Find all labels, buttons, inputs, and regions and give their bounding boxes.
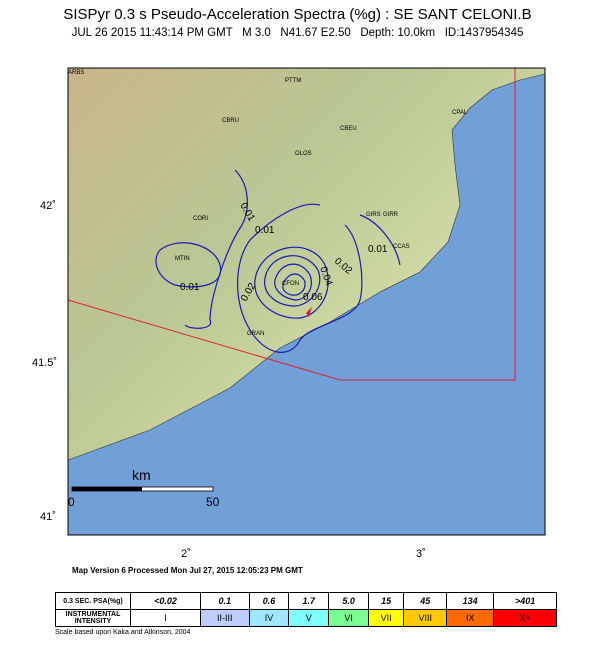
legend-cell: I (129, 609, 202, 627)
legend-table: 0.3 SEC. PSA(%g) <0.02 0.1 0.6 1.7 5.0 1… (55, 592, 557, 627)
station-label: PTTM (285, 78, 301, 84)
map-frame (67, 67, 546, 536)
legend-cell: 0.1 (200, 592, 250, 610)
legend-cell: IX (446, 609, 495, 627)
station-label: GRAN (247, 331, 264, 337)
lat-label: 41.5˚ (32, 357, 57, 369)
legend-cell: >401 (493, 592, 557, 610)
legend-row-label: 0.3 SEC. PSA(%g) (55, 592, 131, 610)
legend-cell: V (288, 609, 330, 627)
contour-label: 0.01 (368, 244, 388, 255)
lat-label: 42˚ (40, 200, 56, 212)
legend-row: 0.3 SEC. PSA(%g) <0.02 0.1 0.6 1.7 5.0 1… (55, 592, 557, 610)
legend-cell: 1.7 (288, 592, 330, 610)
legend-cell: X+ (493, 609, 557, 627)
contour-label: 0.01 (180, 282, 200, 293)
station-label: GIRS (366, 212, 381, 218)
station-label: CBEU (340, 126, 357, 132)
station-label: CCAS (393, 244, 410, 250)
legend-cell: IV (248, 609, 290, 627)
version-note: Map Version 6 Processed Mon Jul 27, 2015… (72, 566, 303, 575)
epicenter (300, 305, 312, 317)
legend-cell: VII (367, 609, 405, 627)
contour-label: 0.06 (303, 292, 323, 303)
legend-cell: VIII (403, 609, 448, 627)
station-label: CFON (282, 281, 299, 287)
legend-cell: 134 (446, 592, 495, 610)
legend-row-label: INSTRUMENTAL INTENSITY (55, 609, 131, 627)
scale-start: 0 (68, 495, 75, 509)
contours (155, 169, 401, 353)
legend-cell: 5.0 (328, 592, 369, 610)
scale-note: Scale based upon Kaka and Atkinson, 2004 (55, 629, 191, 636)
legend-cell: 45 (403, 592, 448, 610)
station-label: ARBS (68, 70, 84, 76)
legend-cell: 0.6 (248, 592, 290, 610)
legend-row: INSTRUMENTAL INTENSITY I II-III IV V VI … (55, 609, 557, 627)
region-border (67, 68, 516, 381)
map: 0.01 0.01 0.01 0.01 0.02 0.02 0.04 0.06 … (32, 67, 546, 560)
station-label: OLOS (295, 151, 312, 157)
lon-label: 2˚ (181, 548, 191, 560)
legend-cell: II-III (200, 609, 250, 627)
scale-unit: km (132, 467, 151, 483)
subtitle: JUL 26 2015 11:43:14 PM GMT M 3.0 N41.67… (71, 27, 524, 39)
station-label: CBRU (222, 118, 239, 124)
legend-cell: <0.02 (129, 592, 202, 610)
lat-label: 41˚ (40, 511, 56, 523)
lon-label: 3˚ (416, 548, 426, 560)
station-label: CORI (193, 216, 208, 222)
legend-cell: 15 (367, 592, 405, 610)
station-label: MTIN (175, 256, 190, 262)
contour-label: 0.01 (255, 225, 275, 236)
scale-bar-fill (72, 487, 142, 491)
legend-cell: VI (328, 609, 369, 627)
scale-end: 50 (206, 495, 220, 509)
station-label: CPAL (452, 110, 468, 116)
title: SISPyr 0.3 s Pseudo-Acceleration Spectra… (63, 6, 532, 23)
station-label: GIRR (383, 212, 399, 218)
